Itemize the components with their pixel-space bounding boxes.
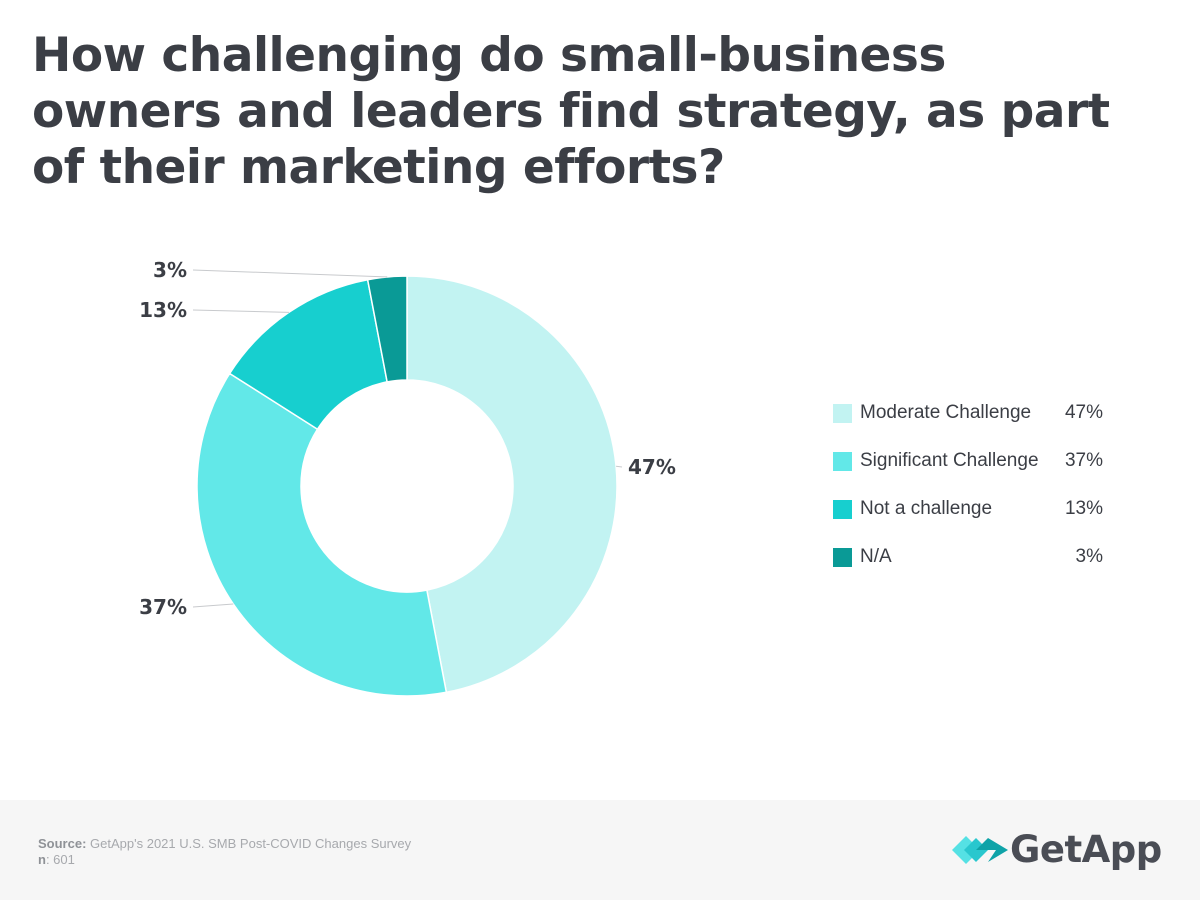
legend-label: Moderate Challenge: [860, 402, 1032, 423]
legend-swatch: [833, 547, 852, 567]
sample-size-label: n: [38, 852, 46, 867]
legend-value: 3%: [1075, 546, 1103, 567]
donut-slice-significant-challenge: [196, 372, 448, 697]
donut-slice-moderate-challenge: [406, 275, 618, 694]
legend-label: N/A: [860, 546, 892, 567]
source-text: GetApp's 2021 U.S. SMB Post-COVID Change…: [90, 836, 412, 851]
legend-item: N/A 3%: [833, 544, 1103, 570]
callout-leaders: [192, 269, 623, 608]
legend-label: Not a challenge: [860, 498, 993, 519]
donut-chart: 47% 37% 13% 3%: [139, 258, 676, 697]
sample-size-line: n: 601: [38, 852, 411, 868]
sample-size-value: : 601: [45, 852, 75, 867]
footer: Source: GetApp's 2021 U.S. SMB Post-COVI…: [0, 800, 1200, 900]
slice-value-label: 47%: [628, 455, 676, 479]
legend-swatch: [833, 403, 852, 423]
getapp-wordmark: GetApp: [1010, 828, 1162, 871]
source-note: Source: GetApp's 2021 U.S. SMB Post-COVI…: [38, 836, 411, 868]
legend-item: Significant Challenge 37%: [833, 448, 1103, 474]
callout-leader-line: [192, 269, 388, 278]
donut-slices: [196, 275, 618, 697]
legend-value: 47%: [1064, 402, 1103, 423]
legend-item: Not a challenge 13%: [833, 496, 1103, 522]
callout-labels: 47% 37% 13% 3%: [139, 258, 676, 619]
getapp-logo: GetApp: [952, 828, 1162, 871]
legend-swatch: [833, 451, 852, 471]
chart-title: How challenging do small-business owners…: [32, 28, 1110, 195]
callout-leader-line: [192, 309, 289, 313]
callout-leader-line: [192, 603, 234, 608]
legend-value: 37%: [1064, 450, 1103, 471]
legend-swatch: [833, 499, 852, 519]
slice-value-label: 13%: [139, 298, 187, 322]
getapp-chevrons-icon: [952, 835, 1008, 864]
callout-leader-line: [616, 465, 623, 468]
source-label: Source:: [38, 836, 87, 851]
slice-value-label: 37%: [139, 595, 187, 619]
legend-value: 13%: [1064, 498, 1103, 519]
legend-label: Significant Challenge: [860, 450, 1039, 471]
slice-value-label: 3%: [153, 258, 187, 282]
legend-item: Moderate Challenge 47%: [833, 400, 1103, 426]
source-line: Source: GetApp's 2021 U.S. SMB Post-COVI…: [38, 836, 411, 852]
chart-legend: Moderate Challenge 47% Significant Challen…: [833, 400, 1103, 592]
donut-slice-n-a: [366, 275, 408, 383]
